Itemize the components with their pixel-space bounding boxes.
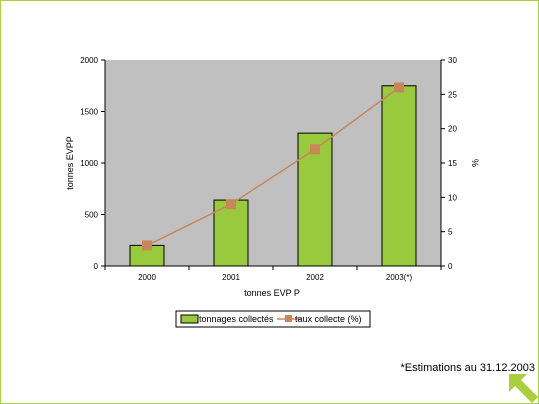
footnote: *Estimations au 31.12.2003 — [400, 362, 535, 374]
y2-tick-label: 30 — [448, 56, 457, 65]
line-marker-2003(*) — [394, 82, 404, 93]
y-tick-label: 1500 — [80, 108, 98, 117]
line-marker-2002 — [310, 144, 320, 155]
legend-bar-label: tonnages collectés — [199, 314, 274, 324]
x-axis-label: tonnes EVP P — [244, 288, 300, 298]
y-tick-label: 500 — [85, 211, 99, 220]
legend-bar-swatch — [180, 314, 199, 324]
line-marker-2001 — [226, 199, 236, 210]
x-tick-label: 2001 — [222, 273, 240, 282]
bar-2003(*) — [381, 85, 417, 267]
x-tick-label: 2002 — [306, 273, 324, 282]
x-tick-label: 2000 — [138, 273, 156, 282]
y2-tick-label: 25 — [448, 90, 457, 99]
line-marker-2000 — [142, 240, 152, 251]
legend-box — [175, 310, 371, 328]
arrow-up-left-icon — [509, 374, 538, 403]
y2-tick-label: 10 — [448, 193, 457, 202]
legend: tonnages collectés taux collecte (%) — [175, 310, 371, 328]
x-tick-label: 2003(*) — [386, 273, 413, 282]
bar-2002 — [297, 132, 333, 267]
legend-line-marker — [285, 315, 292, 322]
y-axis-label: tonnes EVPP — [65, 136, 75, 190]
y2-tick-label: 0 — [448, 262, 453, 271]
y-tick-label: 1000 — [80, 159, 98, 168]
y2-tick-label: 5 — [448, 228, 453, 237]
line-taux-collecte — [146, 86, 400, 247]
y2-tick-label: 15 — [448, 159, 457, 168]
y-tick-label: 2000 — [80, 56, 98, 65]
y2-axis-label: % — [470, 159, 480, 167]
y-tick-label: 0 — [94, 262, 99, 271]
chart: 0 500 1000 1500 2000 0 5 10 15 20 25 30 2000 2001 2002… — [65, 56, 480, 328]
legend-line-label: taux collecte (%) — [295, 314, 362, 324]
y2-tick-label: 20 — [448, 125, 457, 134]
